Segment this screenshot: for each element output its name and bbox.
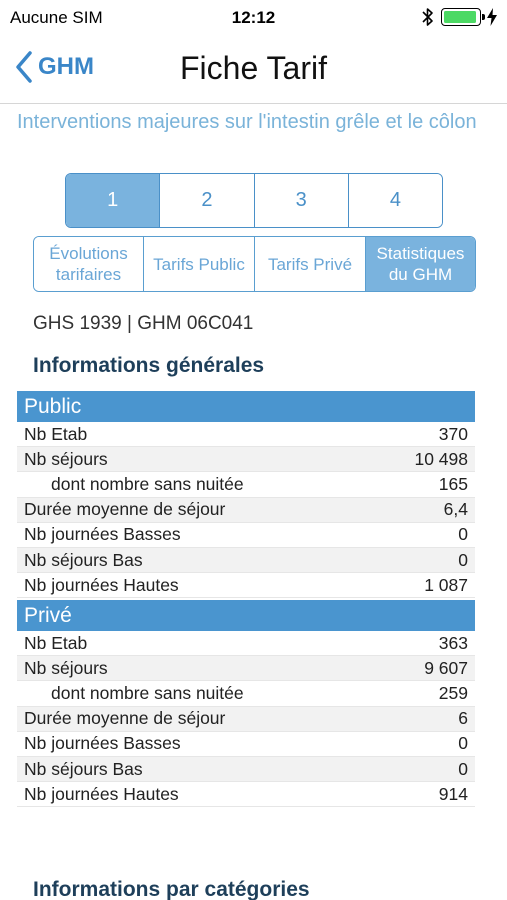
table-row: Durée moyenne de séjour 6,4	[17, 497, 475, 523]
table-row: Nb Etab 370	[17, 422, 475, 448]
row-label: Nb journées Basses	[24, 524, 181, 545]
table-row: Nb journées Hautes 1 087	[17, 573, 475, 599]
clock: 12:12	[231, 8, 276, 27]
table-row: Nb séjours Bas 0	[17, 547, 475, 574]
row-label: Nb séjours	[24, 657, 108, 678]
table-row: dont nombre sans nuitée 165	[17, 472, 475, 498]
back-button[interactable]: GHM	[14, 50, 94, 84]
row-value: 0	[458, 549, 468, 570]
table-row: Nb Etab 363	[17, 631, 475, 657]
table-row: Durée moyenne de séjour 6	[17, 706, 475, 732]
row-value: 914	[438, 783, 468, 804]
row-label: dont nombre sans nuitée	[51, 682, 244, 703]
bluetooth-icon	[422, 8, 433, 26]
section-heading-general: Informations générales	[33, 354, 265, 377]
row-value: 0	[458, 758, 468, 779]
battery-icon	[441, 8, 485, 26]
navigation-bar: GHM Fiche Tarif	[0, 36, 507, 104]
charging-bolt-icon	[487, 8, 497, 26]
row-value: 1 087	[424, 574, 468, 595]
row-value: 9 607	[424, 657, 468, 678]
table-row: Nb séjours 9 607	[17, 656, 475, 682]
tab-evolutions-tarifaires[interactable]: Évolutions tarifaires	[34, 237, 143, 291]
row-value: 10 498	[414, 448, 468, 469]
row-label: Nb journées Basses	[24, 733, 181, 754]
tab-statistiques-ghm[interactable]: Statistiques du GHM	[365, 237, 475, 291]
table-header-public: Public	[17, 391, 475, 422]
row-label: Nb journées Hautes	[24, 783, 179, 804]
public-stats-table: Public Nb Etab 370 Nb séjours 10 498 dont no…	[17, 391, 475, 599]
back-button-label: GHM	[38, 53, 94, 80]
table-row: Nb séjours Bas 0	[17, 756, 475, 783]
row-label: Durée moyenne de séjour	[24, 499, 226, 520]
row-value: 370	[438, 423, 468, 444]
row-value: 0	[458, 733, 468, 754]
ghs-ghm-identifier: GHS 1939 | GHM 06C041	[33, 313, 254, 334]
tab-selector: Évolutions tarifaires Tarifs Public Tari…	[33, 236, 476, 292]
page-segment-4[interactable]: 4	[347, 174, 442, 227]
row-label: Nb séjours	[24, 448, 108, 469]
table-row: Nb journées Basses 0	[17, 523, 475, 548]
page-segment-3[interactable]: 3	[253, 174, 348, 227]
row-value: 6	[458, 708, 468, 729]
status-bar: Aucune SIM 12:12	[0, 0, 507, 36]
row-label: Nb Etab	[24, 423, 88, 444]
tab-tarifs-public[interactable]: Tarifs Public	[143, 237, 254, 291]
page-segment-2[interactable]: 2	[159, 174, 254, 227]
status-icons	[421, 7, 497, 27]
row-label: Durée moyenne de séjour	[24, 708, 226, 729]
section-heading-categories: Informations par catégories	[33, 878, 310, 900]
table-header-prive: Privé	[17, 600, 475, 631]
row-value: 363	[438, 632, 468, 653]
row-value: 0	[458, 524, 468, 545]
table-row: Nb séjours 10 498	[17, 447, 475, 473]
row-label: Nb séjours Bas	[24, 758, 143, 779]
row-label: dont nombre sans nuitée	[51, 473, 244, 494]
row-label: Nb séjours Bas	[24, 549, 143, 570]
table-row: Nb journées Basses 0	[17, 732, 475, 757]
row-value: 6,4	[443, 499, 468, 520]
table-row: Nb journées Hautes 914	[17, 782, 475, 808]
carrier-label: Aucune SIM	[10, 8, 103, 27]
page-title: Fiche Tarif	[179, 50, 327, 86]
row-value: 259	[438, 682, 468, 703]
page-selector: 1 2 3 4	[65, 173, 443, 228]
intervention-title: Interventions majeures sur l'intestin gr…	[17, 111, 477, 133]
battery-level	[444, 11, 477, 23]
row-label: Nb journées Hautes	[24, 574, 179, 595]
row-label: Nb Etab	[24, 632, 88, 653]
tab-tarifs-prive[interactable]: Tarifs Privé	[254, 237, 365, 291]
page-segment-1[interactable]: 1	[66, 174, 160, 227]
table-row: dont nombre sans nuitée 259	[17, 681, 475, 707]
prive-stats-table: Privé Nb Etab 363 Nb séjours 9 607 dont nomb…	[17, 600, 475, 808]
chevron-left-icon	[16, 51, 32, 83]
row-value: 165	[438, 473, 468, 494]
